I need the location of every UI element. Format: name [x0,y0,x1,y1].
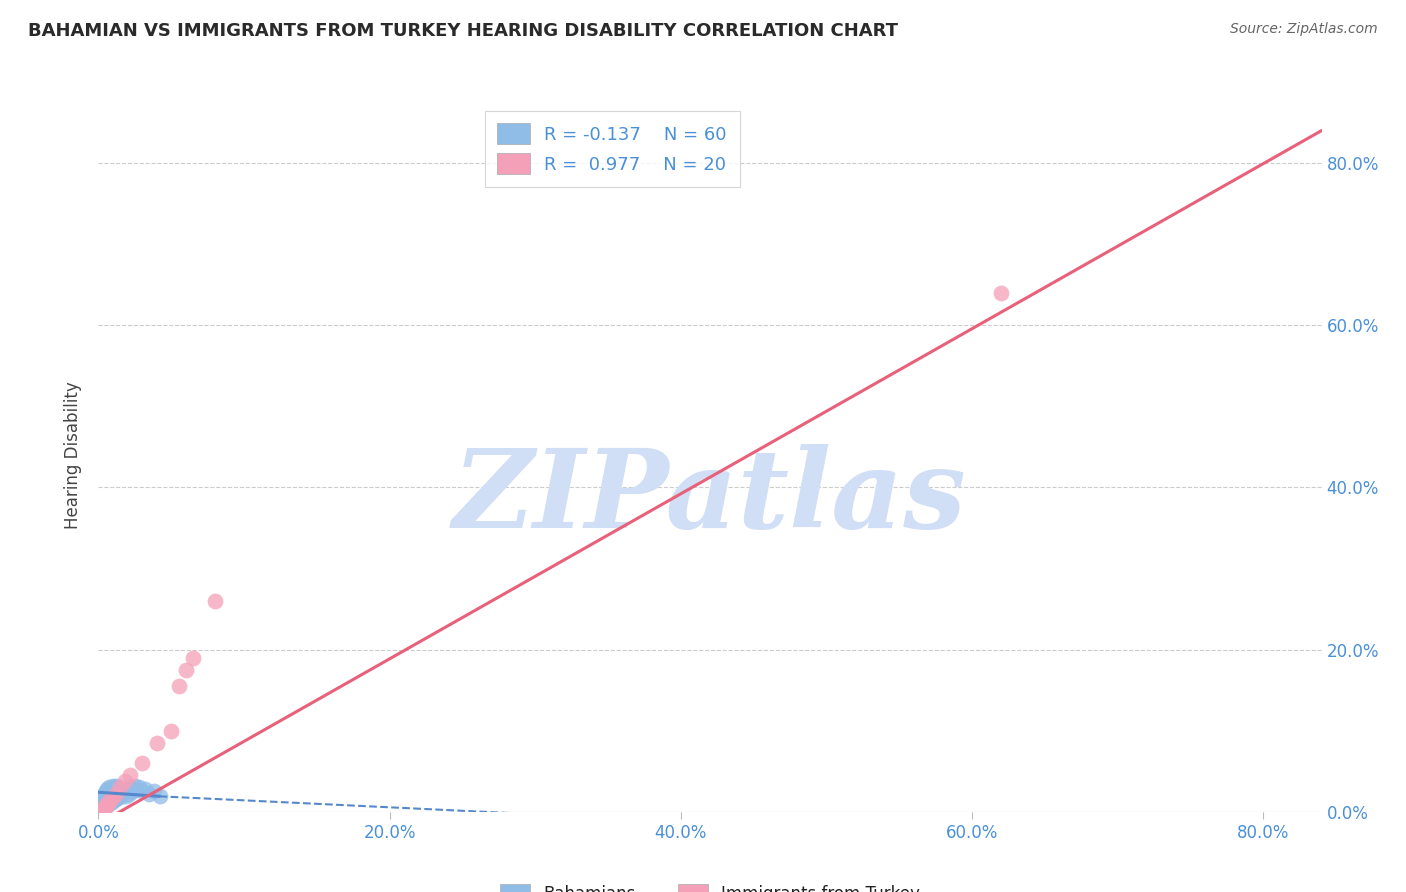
Point [104,785,127,799]
Point [96,797,118,811]
Point [97,797,120,811]
Point [96,797,118,811]
Point [94,798,117,813]
Point [160,723,183,738]
Point [94,800,117,814]
Point [96,787,118,801]
Point [131,756,153,770]
Point [94,791,117,805]
Point [114,773,136,788]
Point [101,790,124,805]
Point [105,790,128,805]
Point [97,780,120,795]
Point [117,782,139,797]
Point [120,780,142,795]
Point [990,285,1012,300]
Point [103,780,125,795]
Text: BAHAMIAN VS IMMIGRANTS FROM TURKEY HEARING DISABILITY CORRELATION CHART: BAHAMIAN VS IMMIGRANTS FROM TURKEY HEARI… [28,22,898,40]
Point [97,789,120,803]
Point [204,594,226,608]
Point [97,784,120,798]
Point [110,783,132,797]
Point [96,790,118,805]
Point [134,782,156,797]
Point [98,787,121,801]
Point [96,793,118,807]
Point [103,787,125,801]
Point [124,779,146,793]
Point [104,779,127,793]
Point [120,768,142,782]
Point [94,795,117,809]
Point [97,792,120,806]
Point [108,789,131,803]
Point [98,792,121,806]
Point [97,795,120,809]
Point [131,783,153,797]
Point [98,795,121,809]
Point [149,789,172,803]
Point [90,797,112,811]
Point [174,663,197,677]
Point [93,790,115,805]
Point [110,780,132,795]
Point [112,785,135,799]
Point [110,790,132,805]
Point [128,780,150,795]
Point [111,787,134,801]
Point [125,782,148,797]
Point [101,779,124,793]
Point [101,783,124,797]
Point [138,787,160,801]
Point [91,802,114,816]
Point [94,798,117,813]
Point [181,650,204,665]
Point [167,679,190,693]
Point [108,782,131,797]
Point [114,783,136,797]
Point [96,782,118,797]
Point [122,784,145,798]
Point [98,791,121,805]
Point [101,792,124,806]
Point [91,798,114,813]
Legend: Bahamians, Immigrants from Turkey: Bahamians, Immigrants from Turkey [494,877,927,892]
Point [91,792,114,806]
Point [115,789,138,803]
Point [145,736,167,750]
Text: ZIPatlas: ZIPatlas [453,444,967,551]
Point [104,791,127,805]
Point [105,783,128,797]
Point [103,792,125,806]
Point [100,790,122,805]
Point [104,787,127,801]
Point [93,787,115,801]
Point [118,787,141,801]
Point [94,789,117,803]
Point [101,789,124,803]
Point [100,784,122,798]
Point [100,795,122,809]
Point [94,784,117,798]
Point [93,800,115,814]
Y-axis label: Hearing Disability: Hearing Disability [65,381,83,529]
Point [142,784,165,798]
Point [98,782,121,797]
Text: Source: ZipAtlas.com: Source: ZipAtlas.com [1230,22,1378,37]
Point [93,795,115,809]
